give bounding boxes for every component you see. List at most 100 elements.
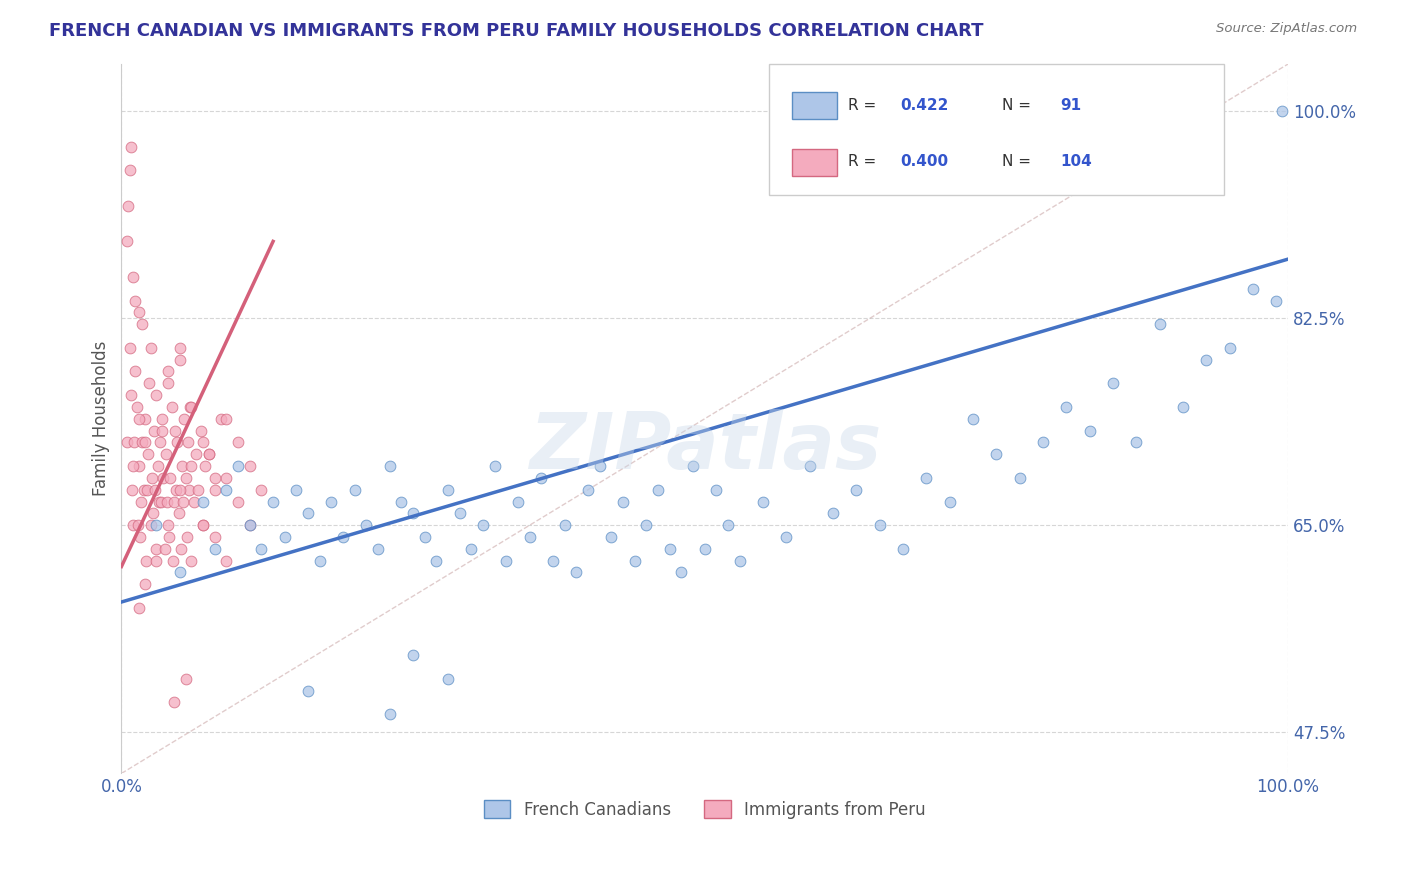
Point bbox=[117, 435, 139, 450]
FancyBboxPatch shape bbox=[792, 149, 837, 176]
Point bbox=[122, 269, 145, 284]
Point bbox=[671, 566, 693, 580]
Point bbox=[565, 566, 588, 580]
Point bbox=[460, 541, 482, 556]
Text: 0.422: 0.422 bbox=[901, 98, 949, 112]
Point bbox=[332, 530, 354, 544]
Point bbox=[250, 541, 273, 556]
Point bbox=[1078, 424, 1101, 438]
Point bbox=[437, 672, 460, 686]
Text: ZIPatlas: ZIPatlas bbox=[529, 409, 880, 485]
Point bbox=[180, 400, 202, 414]
Legend: French Canadians, Immigrants from Peru: French Canadians, Immigrants from Peru bbox=[477, 793, 932, 825]
Point bbox=[148, 494, 170, 508]
Point bbox=[124, 364, 146, 378]
Point bbox=[612, 494, 634, 508]
FancyBboxPatch shape bbox=[769, 64, 1223, 195]
FancyBboxPatch shape bbox=[792, 93, 837, 120]
Point bbox=[356, 518, 378, 533]
Point bbox=[118, 163, 141, 178]
Point bbox=[118, 341, 141, 355]
Text: 104: 104 bbox=[1060, 154, 1092, 169]
Point bbox=[962, 411, 984, 425]
Point bbox=[150, 424, 173, 438]
Point bbox=[821, 506, 844, 520]
Point bbox=[367, 541, 389, 556]
Point bbox=[869, 518, 891, 533]
Point bbox=[134, 435, 156, 450]
Point bbox=[239, 518, 262, 533]
Point bbox=[191, 518, 214, 533]
Point bbox=[139, 341, 162, 355]
Point bbox=[131, 435, 153, 450]
Point bbox=[845, 483, 868, 497]
Point bbox=[166, 435, 188, 450]
Point bbox=[198, 447, 221, 461]
Point bbox=[194, 458, 217, 473]
Point bbox=[127, 518, 149, 533]
Point bbox=[226, 494, 249, 508]
Point bbox=[891, 541, 914, 556]
Point bbox=[163, 696, 186, 710]
Point bbox=[190, 424, 212, 438]
Point bbox=[191, 494, 214, 508]
Text: FRENCH CANADIAN VS IMMIGRANTS FROM PERU FAMILY HOUSEHOLDS CORRELATION CHART: FRENCH CANADIAN VS IMMIGRANTS FROM PERU … bbox=[49, 22, 984, 40]
Point bbox=[173, 411, 195, 425]
Point bbox=[600, 530, 623, 544]
Point bbox=[378, 458, 401, 473]
Point bbox=[402, 506, 425, 520]
Point bbox=[122, 458, 145, 473]
Point bbox=[117, 235, 139, 249]
Point bbox=[170, 541, 193, 556]
Text: N =: N = bbox=[1002, 98, 1036, 112]
Point bbox=[169, 483, 191, 497]
Point bbox=[209, 411, 232, 425]
Point bbox=[239, 518, 262, 533]
Text: R =: R = bbox=[848, 98, 882, 112]
Point bbox=[134, 411, 156, 425]
Point bbox=[484, 458, 506, 473]
Point bbox=[132, 483, 155, 497]
Point bbox=[143, 424, 166, 438]
Point bbox=[159, 471, 181, 485]
Point bbox=[1125, 435, 1147, 450]
Point bbox=[728, 553, 751, 567]
Point bbox=[155, 447, 177, 461]
Point bbox=[378, 707, 401, 722]
Point bbox=[589, 458, 612, 473]
Point bbox=[167, 506, 190, 520]
Point bbox=[146, 458, 169, 473]
Point bbox=[986, 447, 1008, 461]
Point bbox=[204, 530, 226, 544]
Point bbox=[163, 494, 186, 508]
Point bbox=[1102, 376, 1125, 391]
Point bbox=[647, 483, 669, 497]
Point bbox=[180, 553, 202, 567]
Text: Source: ZipAtlas.com: Source: ZipAtlas.com bbox=[1216, 22, 1357, 36]
Point bbox=[495, 553, 517, 567]
Point bbox=[169, 341, 191, 355]
Point bbox=[1171, 400, 1194, 414]
Point bbox=[285, 483, 308, 497]
Point bbox=[297, 506, 319, 520]
Point bbox=[177, 483, 200, 497]
Point bbox=[120, 140, 142, 154]
Point bbox=[274, 530, 297, 544]
Point bbox=[128, 305, 150, 319]
Point bbox=[117, 199, 139, 213]
Point bbox=[215, 483, 238, 497]
Point bbox=[658, 541, 681, 556]
Point bbox=[128, 458, 150, 473]
Point bbox=[198, 447, 221, 461]
Point bbox=[145, 518, 167, 533]
Point bbox=[145, 388, 167, 402]
Point bbox=[706, 483, 728, 497]
Point bbox=[177, 435, 200, 450]
Point bbox=[693, 541, 716, 556]
Point bbox=[122, 518, 145, 533]
Point bbox=[157, 376, 180, 391]
Point bbox=[169, 352, 191, 367]
Point bbox=[150, 494, 173, 508]
Point bbox=[402, 648, 425, 663]
Point bbox=[124, 293, 146, 308]
